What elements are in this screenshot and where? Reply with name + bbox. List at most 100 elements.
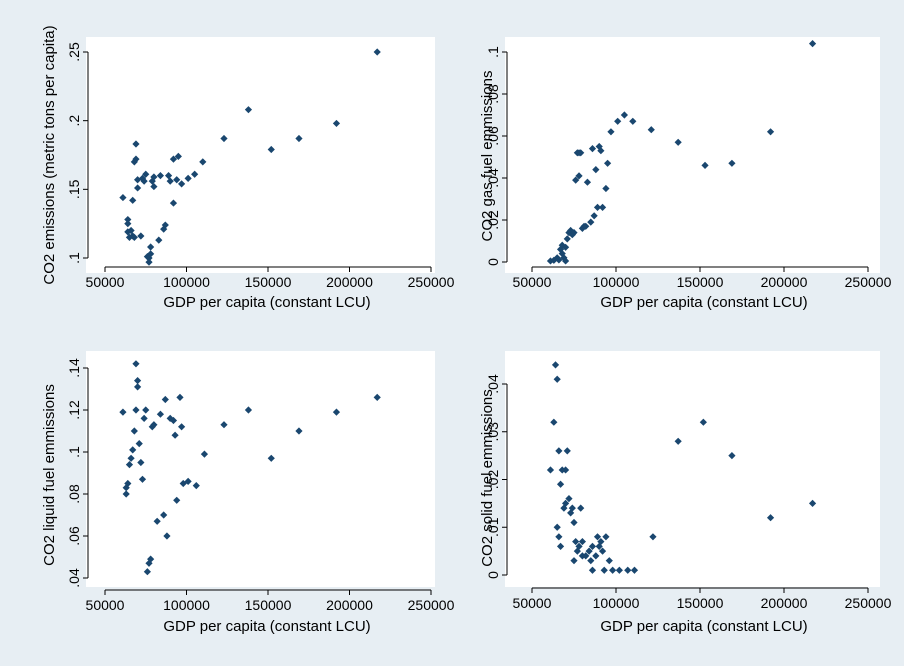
x-axis-label: GDP per capita (constant LCU) [163,294,370,311]
data-point [200,450,209,458]
y-axis-label: CO2 gas fuel emmissions [479,71,496,242]
panel-co2-solid-fuel: 50000 100000 150000 200000 250000 0 .01 .02 .03.… [479,351,892,635]
data-point [577,504,585,512]
data-point [178,180,186,188]
y-tick-label: .1 [66,252,82,264]
data-point [147,243,155,251]
data-point [766,128,775,136]
y-tick-label: .04 [485,374,501,394]
data-point [597,537,605,546]
data-point [570,518,578,527]
data-point [332,408,341,416]
data-point [728,452,736,460]
data-point [577,149,585,157]
data-point [130,427,138,435]
axes: 50000 100000 150000 200000 250000 0 .01 .02 .03.… [485,374,892,611]
data-point [160,511,168,519]
data-point [244,406,253,414]
y-axis-label: CO2 solid fuel emmissions [479,389,496,567]
data-point [553,254,561,262]
data-point [550,418,558,426]
data-point [592,166,600,174]
data-point [122,490,130,498]
data-point [184,477,192,485]
data-point [598,203,607,211]
y-tick-label: .01 [485,517,501,537]
data-point [130,233,138,241]
data-point [373,48,381,56]
data-point [192,482,200,490]
data-point [166,177,174,185]
data-point [560,504,568,512]
data-point [583,178,592,186]
y-tick-label: 0 [485,258,501,266]
data-point [590,212,598,220]
x-tick-label: 50000 [513,274,552,290]
data-point [562,466,570,474]
data-point [332,119,341,128]
data-point [178,423,186,431]
data-point [169,155,178,163]
data-point [156,172,165,180]
data-point [122,484,130,492]
data-point [295,427,303,435]
data-point [135,440,143,448]
data-point [588,145,597,153]
x-tick-label: 100000 [593,595,640,611]
axes: 50000 100000 150000 200000 250000 .04 .06 .08 .1… [66,358,455,613]
y-tick-label: .08 [66,484,82,504]
data-point [161,395,169,404]
panel-co2-emissions: 50000 100000 150000 200000 250000.1.15.2.25 … [41,25,455,311]
x-tick-label: 100000 [593,274,640,290]
data-point [582,552,590,560]
y-tick-label: 0 [485,571,501,579]
y-axis-label: CO2 emissions (metric tons per capita) [41,25,58,284]
data-point [124,220,132,228]
x-tick-label: 200000 [326,274,373,290]
data-point [587,557,595,565]
data-point [129,446,137,454]
data-point [556,480,565,488]
data-point [138,475,147,483]
data-point [553,523,561,531]
data-point [137,458,145,467]
axes: 50000 100000 150000 200000 250000 .1 .15 .2 .25 [66,42,455,290]
data-point [220,134,228,143]
panel-co2-liquid-fuel: 50000 100000 150000 200000 250000 .04 .06 .08 .1… [41,351,455,635]
y-tick-label: .14 [66,358,82,378]
y-tick-label: .06 [485,126,501,146]
data-point [150,182,158,191]
x-axis-label: GDP per capita (constant LCU) [600,618,807,635]
data-point [127,226,135,235]
data-point [155,236,163,244]
data-point [127,454,135,462]
plot-area [86,351,435,587]
data-point [573,547,581,555]
data-point [598,547,607,555]
x-tick-label: 250000 [408,597,455,613]
data-point [570,229,578,237]
data-point [147,555,155,563]
data-point [132,140,140,148]
data-point [132,155,140,163]
data-point [132,406,140,414]
data-point [553,375,561,383]
data-point [558,250,566,258]
data-point [558,241,566,249]
data-point [176,393,184,401]
data-point [602,533,610,541]
data-point [169,199,178,207]
x-tick-label: 150000 [245,274,292,290]
data-point [199,158,207,166]
x-tick-label: 250000 [845,274,892,290]
data-point [169,416,178,425]
data-point [728,159,736,167]
data-point [119,193,127,202]
data-point [555,533,563,541]
data-point [701,161,709,169]
x-tick-label: 200000 [761,274,808,290]
data-point [602,184,610,193]
x-tick-label: 150000 [677,274,724,290]
y-tick-label: .02 [485,210,501,230]
